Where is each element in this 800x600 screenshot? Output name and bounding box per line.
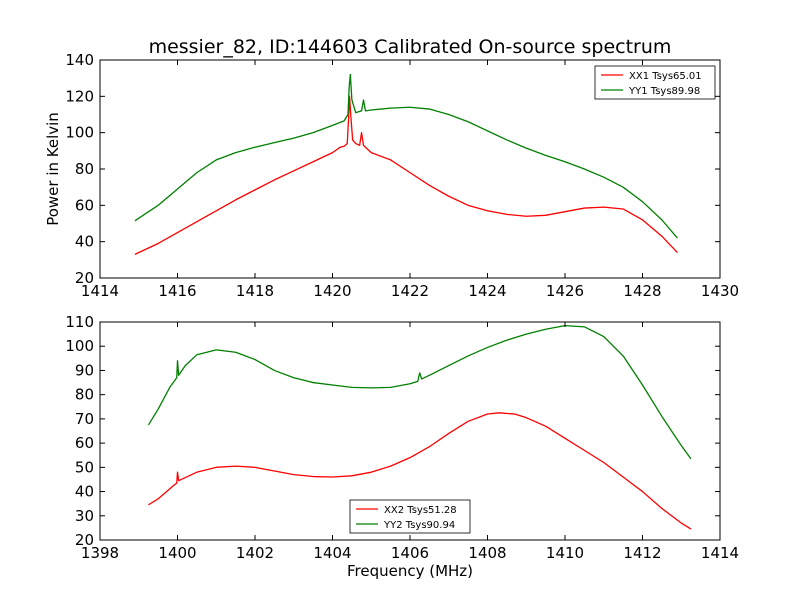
bottom-legend-box	[349, 499, 471, 534]
top-x-tick-label: 1420	[313, 282, 351, 300]
top-y-tick-label: 120	[65, 87, 94, 105]
bottom-x-tick-label: 1414	[701, 544, 739, 562]
bottom-y-tick-label: 90	[75, 361, 94, 379]
bottom-y-tick-label: 70	[75, 410, 94, 428]
top-y-tick-label: 100	[65, 124, 94, 142]
bottom-legend-label-2: YY2 Tsys90.94	[383, 520, 455, 531]
bottom-x-tick-label: 1404	[313, 544, 351, 562]
top-x-tick-label: 1416	[158, 282, 196, 300]
bottom-y-tick-label: 110	[65, 313, 94, 331]
bottom-y-tick-label: 40	[75, 483, 94, 501]
top-x-tick-label: 1430	[701, 282, 739, 300]
top-y-tick-label: 40	[75, 233, 94, 251]
bottom-plot: 1398 1400 1402 1404 1406 1408 1410 1412 1414 20 30…	[65, 313, 739, 562]
top-y-tick-label: 60	[75, 196, 94, 214]
bottom-x-tick-label: 1402	[236, 544, 274, 562]
bottom-y-tick-label: 80	[75, 386, 94, 404]
bottom-x-tick-label: 1400	[158, 544, 196, 562]
top-y-axis-label: Power in Kelvin	[44, 112, 62, 226]
top-legend: XX1 Tsys65.01 YY1 Tsys89.98	[594, 65, 716, 100]
top-x-tick-label: 1424	[468, 282, 506, 300]
top-plot: 1414 1416 1418 1420 1422 1424 1426 1428 1430 20 40…	[65, 51, 739, 300]
top-series-2-line	[134, 73, 678, 239]
bottom-x-tick-label: 1408	[468, 544, 506, 562]
bottom-x-tick-label: 1412	[623, 544, 661, 562]
bottom-x-tick-label: 1406	[391, 544, 429, 562]
top-x-tick-label: 1414	[81, 282, 119, 300]
bottom-x-axis-label: Frequency (MHz)	[347, 562, 473, 580]
top-x-tick-label: 1426	[546, 282, 584, 300]
bottom-legend: XX2 Tsys51.28 YY2 Tsys90.94	[349, 499, 471, 534]
top-legend-box	[594, 65, 716, 100]
bottom-y-tick-label: 100	[65, 337, 94, 355]
top-x-tick-label: 1418	[236, 282, 274, 300]
top-y-tick-label: 80	[75, 160, 94, 178]
top-legend-label-2: YY1 Tsys89.98	[628, 86, 700, 97]
top-y-tick-label: 140	[65, 51, 94, 69]
top-x-tick-label: 1428	[623, 282, 661, 300]
bottom-y-tick-label: 50	[75, 458, 94, 476]
top-y-tick-label: 20	[75, 269, 94, 287]
bottom-y-tick-label: 60	[75, 434, 94, 452]
top-x-tick-label: 1422	[391, 282, 429, 300]
bottom-series-1-line	[148, 412, 692, 530]
bottom-x-tick-label: 1410	[546, 544, 584, 562]
top-series-1-line	[134, 95, 678, 255]
top-legend-label-1: XX1 Tsys65.01	[629, 71, 702, 82]
bottom-x-tick-label: 1398	[81, 544, 119, 562]
bottom-y-tick-label: 20	[75, 531, 94, 549]
bottom-legend-label-1: XX2 Tsys51.28	[384, 505, 457, 516]
bottom-y-tick-label: 30	[75, 507, 94, 525]
bottom-series-2-line	[147, 324, 692, 460]
chart-title: messier_82, ID:144603 Calibrated On-sour…	[149, 36, 672, 58]
